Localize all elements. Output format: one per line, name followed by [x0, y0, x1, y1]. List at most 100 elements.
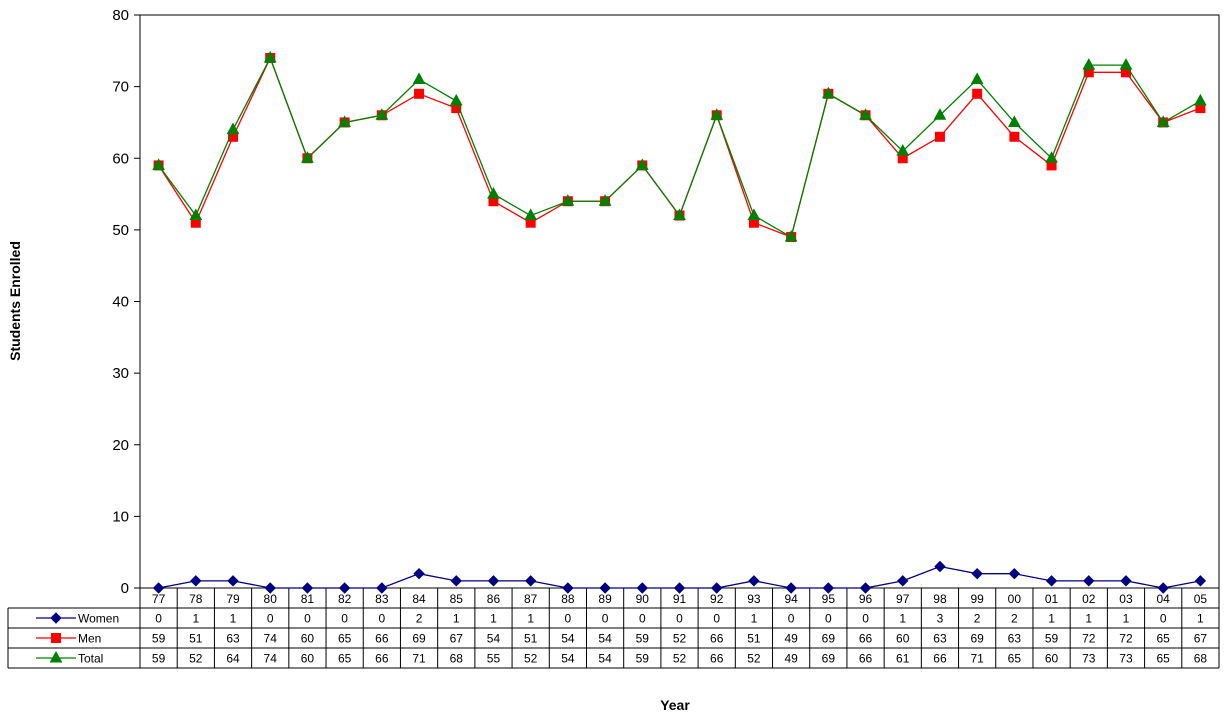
data-table-value: 68: [1194, 652, 1208, 666]
y-tick-label: 40: [112, 294, 129, 311]
data-table-value: 74: [264, 652, 278, 666]
data-table-value: 65: [338, 652, 352, 666]
data-table-value: 65: [338, 632, 352, 646]
legend-label: Men: [78, 632, 101, 646]
data-point: [934, 131, 945, 142]
data-table-value: 66: [710, 652, 724, 666]
data-table-value: 51: [747, 632, 761, 646]
x-tick-label: 92: [710, 592, 724, 606]
legend-key-women: Women: [36, 612, 119, 626]
x-tick-label: 93: [747, 592, 761, 606]
data-table-value: 2: [974, 612, 981, 626]
data-table-value: 74: [264, 632, 278, 646]
data-table-value: 0: [639, 612, 646, 626]
y-tick-label: 70: [112, 79, 129, 96]
y-tick-label: 0: [121, 580, 129, 597]
data-table-value: 54: [561, 652, 575, 666]
data-point: [1009, 131, 1020, 142]
data-point: [412, 72, 426, 84]
y-tick-label: 60: [112, 150, 129, 167]
data-table-value: 59: [636, 632, 650, 646]
data-point: [972, 88, 983, 99]
data-table-value: 2: [1011, 612, 1018, 626]
data-table-value: 49: [784, 632, 798, 646]
x-tick-label: 79: [226, 592, 240, 606]
data-table-value: 64: [226, 652, 240, 666]
data-point: [524, 208, 538, 221]
data-table-value: 55: [487, 652, 501, 666]
data-point: [635, 158, 649, 170]
data-table-value: 54: [561, 632, 575, 646]
data-table-value: 66: [859, 652, 873, 666]
series-women: [152, 560, 1207, 594]
data-table-value: 71: [412, 652, 426, 666]
data-point: [524, 575, 537, 587]
x-tick-label: 89: [598, 592, 612, 606]
data-table-value: 59: [1045, 632, 1059, 646]
data-point: [934, 560, 946, 573]
data-table-value: 67: [1194, 632, 1208, 646]
data-point: [487, 187, 500, 199]
data-table-value: 60: [301, 632, 315, 646]
data-point: [673, 208, 686, 221]
data-table-value: 0: [676, 612, 683, 626]
x-tick-label: 91: [673, 592, 687, 606]
data-table-value: 60: [301, 652, 315, 666]
y-axis-title: Students Enrolled: [7, 241, 23, 361]
data-table-value: 0: [304, 612, 311, 626]
data-point: [375, 108, 389, 120]
data-point: [673, 582, 686, 594]
data-table-value: 54: [598, 652, 612, 666]
data-point: [859, 582, 872, 594]
data-point: [971, 567, 983, 580]
data-point: [1082, 58, 1096, 70]
data-point: [1008, 115, 1021, 127]
data-table-value: 52: [673, 652, 687, 666]
data-table-value: 3: [937, 612, 944, 626]
data-point: [152, 582, 165, 594]
data-point: [561, 194, 575, 206]
x-tick-label: 88: [561, 592, 575, 606]
data-point: [1045, 151, 1058, 163]
y-tick-label: 20: [112, 437, 129, 454]
x-tick-label: 97: [896, 592, 910, 606]
data-point: [636, 582, 649, 594]
data-point: [1156, 115, 1170, 127]
x-tick-label: 95: [822, 592, 836, 606]
legend-label: Total: [78, 652, 103, 666]
data-point: [449, 93, 463, 106]
data-point: [859, 108, 872, 120]
data-table-value: 0: [825, 612, 832, 626]
x-tick-label: 83: [375, 592, 389, 606]
y-tick-label: 10: [112, 508, 129, 525]
data-point: [414, 88, 425, 99]
x-tick-label: 86: [487, 592, 501, 606]
data-point: [1045, 575, 1058, 587]
x-tick-label: 00: [1008, 592, 1022, 606]
x-tick-label: 98: [933, 592, 947, 606]
data-table-value: 0: [379, 612, 386, 626]
data-table-value: 54: [487, 632, 501, 646]
data-point: [747, 208, 761, 221]
x-tick-label: 84: [412, 592, 426, 606]
data-table-value: 71: [970, 652, 984, 666]
data-table-value: 1: [899, 612, 906, 626]
data-point: [487, 575, 500, 587]
data-point: [338, 115, 351, 127]
data-point: [376, 582, 388, 594]
data-point: [1083, 575, 1095, 587]
data-point: [264, 582, 276, 594]
data-point: [51, 633, 61, 643]
x-tick-label: 82: [338, 592, 352, 606]
data-table-value: 0: [341, 612, 348, 626]
x-tick-label: 85: [450, 592, 464, 606]
data-point: [1194, 93, 1207, 106]
data-table-value: 68: [450, 652, 464, 666]
data-table-value: 54: [598, 632, 612, 646]
data-point: [338, 582, 351, 594]
data-table-value: 2: [416, 612, 423, 626]
x-tick-label: 99: [970, 592, 984, 606]
data-table-value: 67: [450, 632, 464, 646]
